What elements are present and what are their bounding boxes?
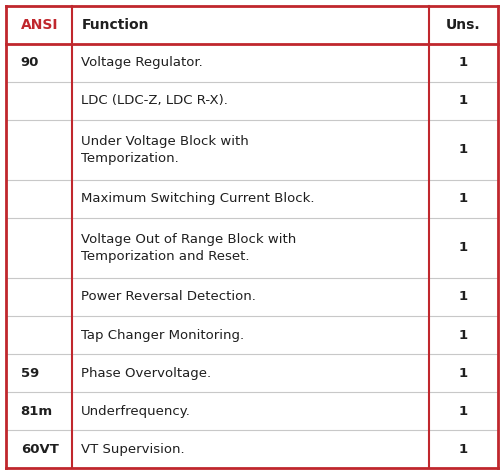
Text: 1: 1 [459, 56, 468, 69]
Text: Under Voltage Block with
Temporization.: Under Voltage Block with Temporization. [81, 135, 249, 165]
Text: 59: 59 [21, 366, 39, 380]
Text: 1: 1 [459, 94, 468, 108]
Text: 60VT: 60VT [21, 443, 58, 456]
Text: Underfrequency.: Underfrequency. [81, 405, 191, 418]
Text: Voltage Out of Range Block with
Temporization and Reset.: Voltage Out of Range Block with Temporiz… [81, 233, 297, 263]
Text: Power Reversal Detection.: Power Reversal Detection. [81, 291, 256, 303]
Text: Maximum Switching Current Block.: Maximum Switching Current Block. [81, 192, 315, 205]
Text: 1: 1 [459, 144, 468, 156]
Text: 1: 1 [459, 328, 468, 342]
Text: Tap Changer Monitoring.: Tap Changer Monitoring. [81, 328, 244, 342]
Text: 1: 1 [459, 405, 468, 418]
Text: 1: 1 [459, 241, 468, 255]
Text: 1: 1 [459, 366, 468, 380]
Text: Uns.: Uns. [446, 18, 481, 32]
Text: Voltage Regulator.: Voltage Regulator. [81, 56, 203, 69]
Text: Phase Overvoltage.: Phase Overvoltage. [81, 366, 212, 380]
Text: 1: 1 [459, 291, 468, 303]
Text: VT Supervision.: VT Supervision. [81, 443, 185, 456]
Text: 1: 1 [459, 192, 468, 205]
Text: 81m: 81m [21, 405, 53, 418]
Text: 90: 90 [21, 56, 39, 69]
Text: LDC (LDC-Z, LDC R-X).: LDC (LDC-Z, LDC R-X). [81, 94, 228, 108]
Text: Function: Function [81, 18, 149, 32]
Text: 1: 1 [459, 443, 468, 456]
Text: ANSI: ANSI [21, 18, 58, 32]
